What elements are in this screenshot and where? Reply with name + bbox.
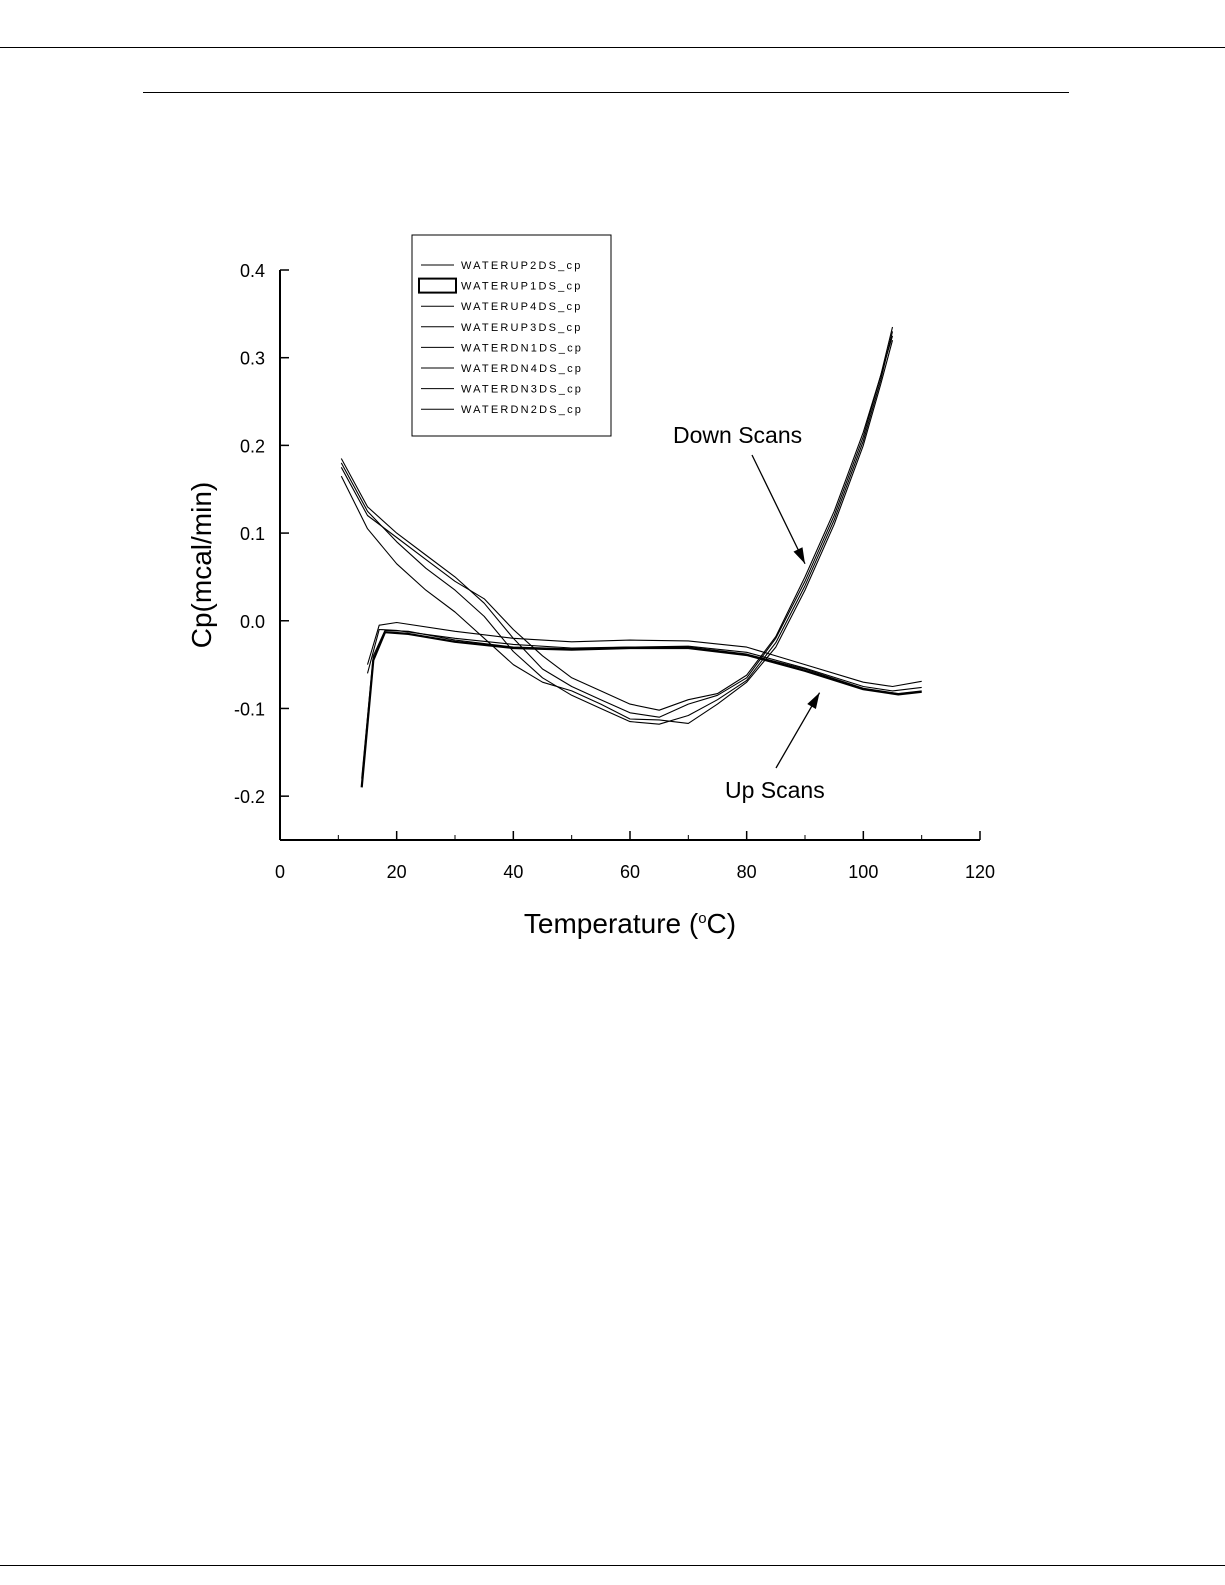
series-line-waterup3ds-cp bbox=[366, 628, 922, 692]
series-line-waterdn1ds-cp bbox=[340, 326, 894, 718]
legend-label: WATERUP4DS_cp bbox=[461, 301, 583, 313]
y-tick-label: 0.2 bbox=[240, 436, 265, 456]
page-bottom-rule bbox=[0, 1565, 1225, 1566]
legend: WATERUP2DS_cp WATERUP1DS_cp WATERUP4DS_cp W… bbox=[411, 234, 612, 437]
series-layer bbox=[340, 326, 922, 788]
legend-label: WATERUP1DS_cp bbox=[461, 281, 583, 293]
y-tick-label: -0.1 bbox=[234, 699, 265, 719]
y-tick-label: 0.4 bbox=[240, 261, 265, 281]
x-tick-label: 60 bbox=[620, 862, 640, 882]
legend-label: WATERDN4DS_cp bbox=[461, 363, 583, 375]
y-tick-label: -0.2 bbox=[234, 787, 265, 807]
legend-label: WATERDN1DS_cp bbox=[461, 342, 583, 354]
x-tick-label: 100 bbox=[848, 862, 878, 882]
annotation-layer: Down Scans Up Scans bbox=[673, 422, 825, 803]
legend-label: WATERUP3DS_cp bbox=[461, 322, 583, 334]
page-top-rule bbox=[0, 47, 1225, 48]
legend-label: WATERDN2DS_cp bbox=[461, 404, 583, 416]
legend-entries: WATERUP2DS_cp WATERUP1DS_cp WATERUP4DS_cp W… bbox=[418, 260, 583, 416]
series-line-waterdn2ds-cp bbox=[340, 340, 894, 724]
annotation-down-scans: Down Scans bbox=[673, 422, 802, 448]
x-tick-label: 80 bbox=[737, 862, 757, 882]
annotation-arrow-line bbox=[751, 454, 806, 565]
y-tick-label: 0.3 bbox=[240, 349, 265, 369]
x-tick-label: 120 bbox=[965, 862, 995, 882]
x-tick-label: 0 bbox=[275, 862, 285, 882]
x-tick-label: 40 bbox=[503, 862, 523, 882]
y-axis-title: Cp(mcal/min) bbox=[186, 482, 217, 648]
legend-label: WATERUP2DS_cp bbox=[461, 260, 583, 272]
legend-box bbox=[411, 234, 612, 437]
y-tick-label: 0.0 bbox=[240, 612, 265, 632]
tick-layer: 0 20 40 60 80 100 120 0.4 0.3 0.2 0.1 0.0 -0.1 -0.2 bbox=[234, 261, 995, 882]
series-line-waterup1ds-cp bbox=[360, 631, 922, 788]
series-line-waterdn4ds-cp bbox=[340, 331, 894, 725]
series-line-waterup4ds-cp bbox=[366, 621, 922, 688]
header-rule bbox=[143, 92, 1069, 93]
series-line-waterup2ds-cp bbox=[361, 629, 922, 779]
annotation-up-scans: Up Scans bbox=[725, 777, 825, 803]
y-tick-label: 0.1 bbox=[240, 524, 265, 544]
series-line-waterdn3ds-cp bbox=[340, 335, 894, 711]
x-axis-title: Temperature (oC) bbox=[524, 908, 736, 939]
x-tick-label: 20 bbox=[387, 862, 407, 882]
annotation-arrowhead bbox=[807, 692, 820, 710]
legend-swatch bbox=[418, 277, 457, 294]
legend-label: WATERDN3DS_cp bbox=[461, 384, 583, 396]
annotation-arrowhead bbox=[793, 547, 805, 564]
